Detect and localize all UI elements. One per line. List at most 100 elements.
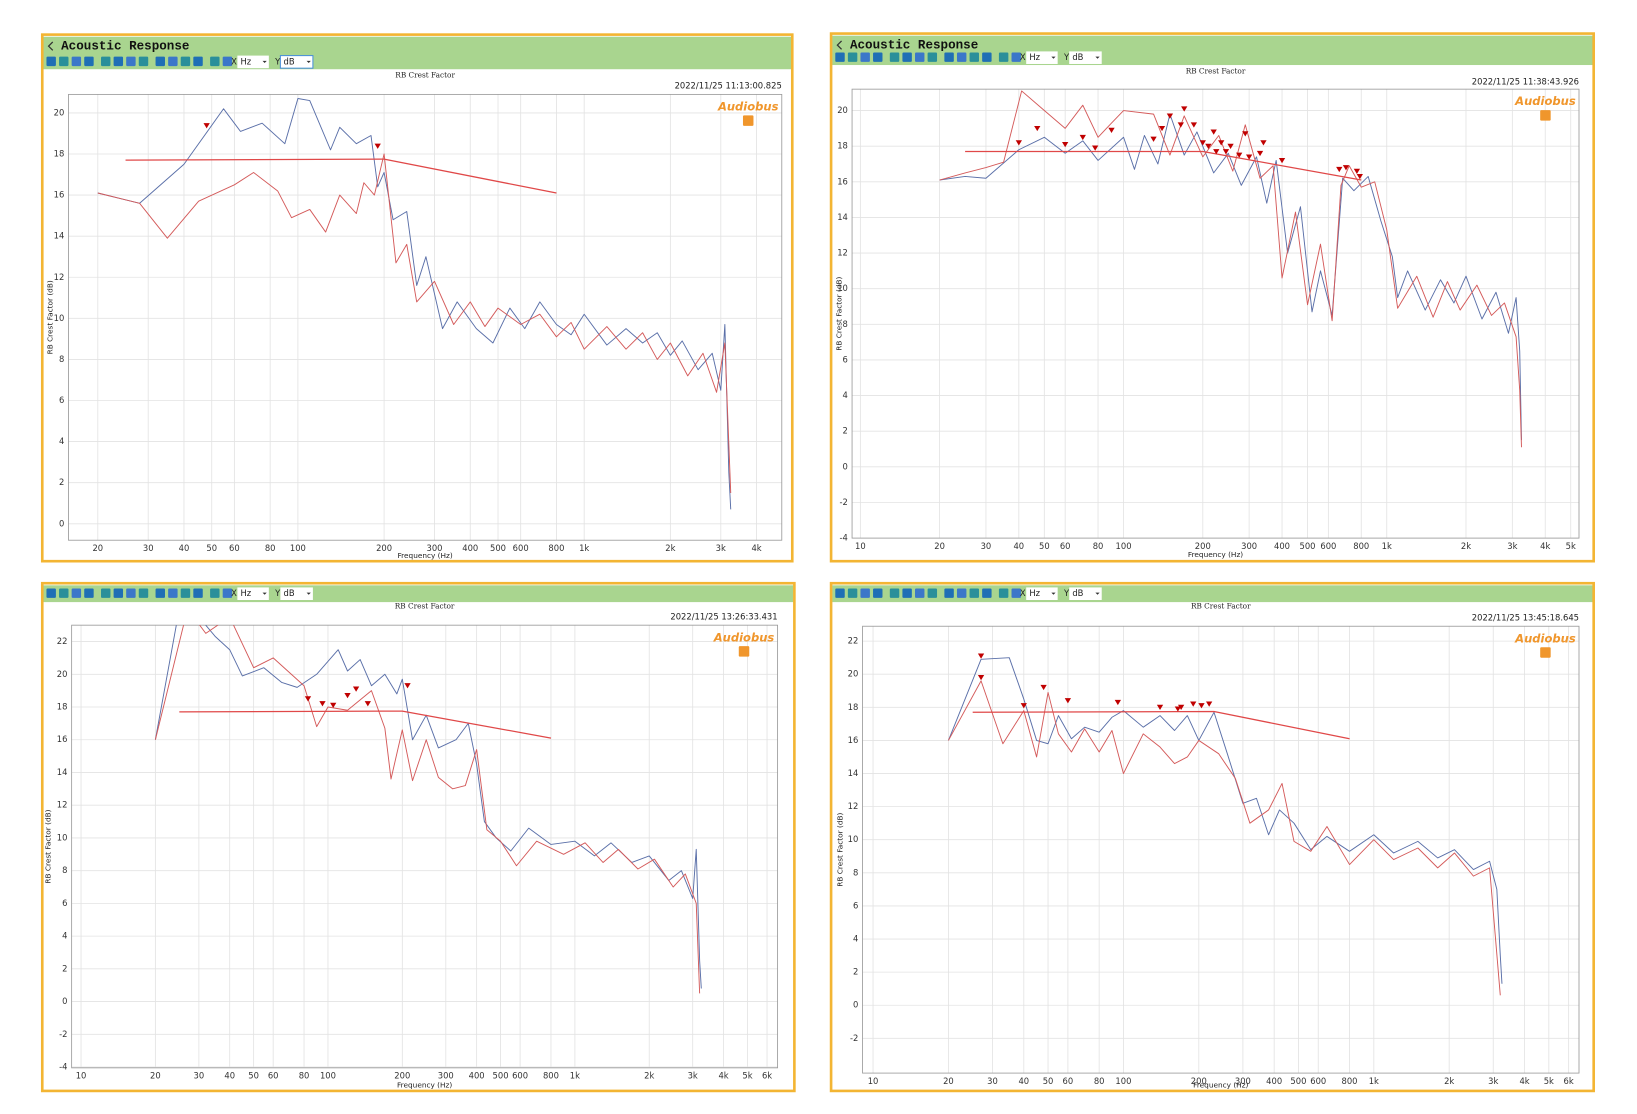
toolbar-icon[interactable] [998,52,1009,62]
toolbar-icon[interactable] [210,56,220,67]
toolbar-icon[interactable] [155,588,165,598]
timestamp: 2022/11/25 13:26:33.431 [670,611,777,621]
toolbar-icon[interactable] [889,52,900,62]
x-unit-box[interactable] [237,587,269,601]
toolbar-icon[interactable] [101,588,111,598]
y-tick-label: -2 [59,1029,67,1039]
peak-marker [1236,152,1243,158]
toolbar-icon[interactable] [847,52,858,62]
toolbar-icon[interactable] [193,588,203,598]
peak-marker [344,692,351,699]
y-unit-box[interactable] [1069,51,1102,64]
toolbar-icon[interactable] [1011,588,1021,598]
toolbar-icon[interactable] [138,56,149,67]
x-tick-label: 200 [1195,541,1211,551]
toolbar-icon[interactable] [138,588,149,598]
watermark-logo [742,115,754,126]
toolbar-icon[interactable] [84,588,94,598]
toolbar-icon[interactable] [927,588,938,598]
x-unit-box[interactable] [237,55,269,69]
toolbar-icon[interactable] [84,56,94,67]
toolbar-icon[interactable] [835,52,845,62]
toolbar-icon[interactable] [902,588,912,598]
y-tick-label: 4 [853,934,858,944]
peak-marker [364,701,371,707]
x-tick-label: 800 [543,1071,559,1081]
chart-title: RB Crest Factor [1191,601,1251,610]
toolbar-icon[interactable] [998,588,1009,598]
toolbar-icon[interactable] [180,56,191,67]
watermark-logo [1540,110,1551,121]
toolbar-icon[interactable] [835,588,845,598]
peak-marker [304,696,312,702]
toolbar-icon[interactable] [969,52,979,62]
toolbar-icon[interactable] [210,588,220,598]
toolbar-icon[interactable] [969,588,979,598]
y-unit-box[interactable] [279,55,314,69]
toolbar-icon[interactable] [944,588,954,598]
toolbar-icon[interactable] [956,588,967,598]
toolbar-icon[interactable] [873,52,883,62]
x-tick-label: 2k [644,1071,654,1081]
toolbar-icon[interactable] [927,52,938,62]
toolbar-icon[interactable] [860,588,870,598]
toolbar-icon[interactable] [902,52,912,62]
toolbar-icon[interactable] [113,56,124,67]
toolbar-icon[interactable] [982,52,992,62]
toolbar-icon[interactable] [193,56,203,67]
toolbar-icon[interactable] [113,588,124,598]
x-unit-box[interactable] [1026,587,1058,601]
toolbar-icon[interactable] [847,588,858,598]
toolbar-icon[interactable] [168,588,178,598]
y-tick-label: 10 [54,313,65,323]
peak-marker [1040,684,1047,691]
toolbar-icon[interactable] [873,588,883,598]
x-axis-label: Frequency (Hz) [1193,1081,1248,1090]
y-unit-box[interactable] [1069,587,1102,601]
x-tick-label: 4k [1519,1076,1529,1086]
x-tick-label: 200 [394,1071,410,1081]
toolbar-icon[interactable] [222,588,233,598]
x-tick-label: 50 [1039,541,1050,551]
toolbar-icon[interactable] [59,588,69,598]
toolbar-icon[interactable] [1011,52,1021,62]
x-unit: Hz [1029,52,1040,62]
plot-layer [97,98,732,510]
x-tick-label: 100 [1116,541,1132,551]
peak-marker [319,701,326,707]
toolbar-icon[interactable] [46,56,56,67]
peak-marker [977,653,985,659]
window-border [40,33,794,563]
toolbar-icon[interactable] [180,588,191,598]
toolbar-icon[interactable] [889,588,900,598]
y-tick-label: 14 [848,768,859,778]
toolbar-icon[interactable] [915,588,925,598]
toolbar-icon[interactable] [101,56,111,67]
x-tick-label: 4k [751,543,761,553]
dropdown-arrow [1095,592,1100,595]
toolbar-icon[interactable] [71,56,82,67]
x-unit-box[interactable] [1026,51,1058,64]
x-tick-label: 50 [1043,1076,1054,1086]
toolbar-icon[interactable] [155,56,165,67]
toolbar-icon[interactable] [915,52,925,62]
peak-marker [1064,698,1072,704]
toolbar-icon[interactable] [71,588,82,598]
toolbar-icon[interactable] [944,52,954,62]
toolbar-icon[interactable] [126,588,136,598]
toolbar-icon[interactable] [59,56,69,67]
y-tick-label: -2 [840,497,848,507]
toolbar-icon[interactable] [222,56,233,67]
toolbar-icon[interactable] [168,56,178,67]
toolbar-icon[interactable] [46,588,56,598]
y-unit-box[interactable] [280,587,313,601]
toolbar-icon[interactable] [860,52,870,62]
x-tick-label: 5k [1566,541,1576,551]
toolbar-icon[interactable] [956,52,967,62]
peak-marker [1210,129,1217,135]
toolbar-icon[interactable] [126,56,136,67]
toolbar-icon[interactable] [982,588,992,598]
y-unit: dB [284,588,295,598]
y-tick-label: 20 [848,669,859,679]
x-tick-label: 40 [179,543,190,553]
